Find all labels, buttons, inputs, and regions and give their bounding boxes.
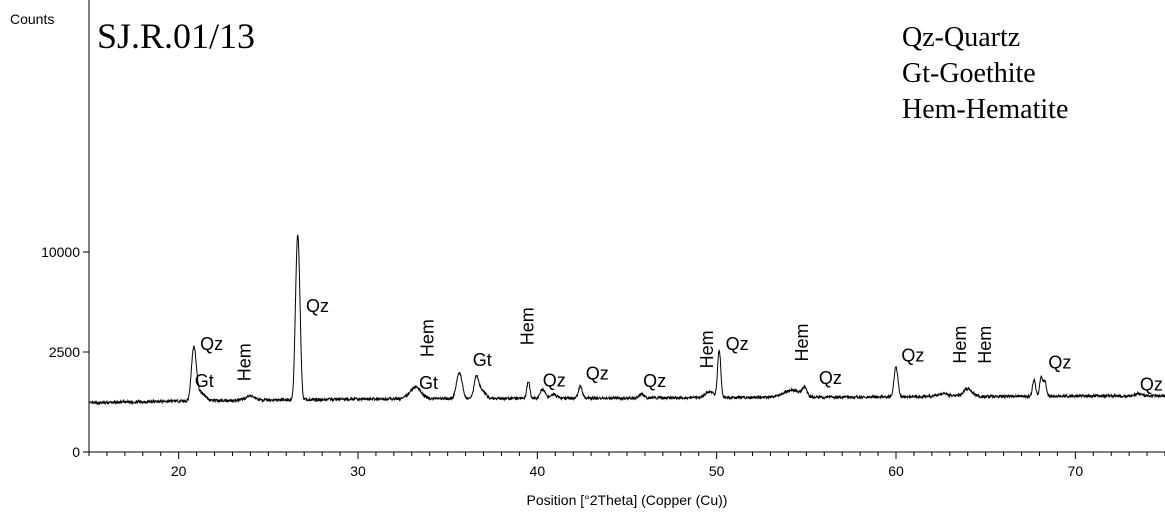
peak-label: Hem [234, 343, 254, 381]
peak-label: Qz [901, 345, 924, 365]
peak-label: Qz [200, 334, 223, 354]
x-tick-label: 20 [171, 463, 187, 479]
peak-label: Hem [518, 307, 538, 345]
peak-label: Gt [419, 373, 438, 393]
peak-label: Hem [792, 323, 812, 361]
peak-label: Qz [726, 334, 749, 354]
y-axis-title: Counts [10, 11, 54, 27]
peak-label: Hem [697, 330, 717, 368]
x-tick-label: 30 [350, 463, 366, 479]
peak-label: Qz [819, 368, 842, 388]
x-tick-label: 50 [709, 463, 725, 479]
y-tick-label: 2500 [49, 344, 80, 360]
legend: Qz-Quartz Gt-Goethite Hem-Hematite [902, 22, 1068, 125]
sample-title: SJ.R.01/13 [97, 16, 255, 56]
x-tick-label: 70 [1068, 463, 1084, 479]
peak-label: Qz [543, 370, 566, 390]
x-tick-label: 40 [530, 463, 546, 479]
peak-label: Gt [473, 350, 492, 370]
x-tick-label: 60 [888, 463, 904, 479]
tick-marks [83, 251, 1165, 459]
y-tick-label: 0 [72, 444, 80, 460]
peak-label: Qz [1140, 374, 1163, 394]
peak-label: Qz [643, 371, 666, 391]
peak-label: Qz [586, 363, 609, 383]
peak-labels: Qz Gt Hem Qz Hem Gt Gt Hem Qz Qz Qz Hem Qz Hem Qz Qz Hem… [195, 296, 1163, 394]
x-axis-title: Position [°2Theta] (Copper (Cu)) [527, 492, 728, 508]
peak-label: Hem [950, 326, 970, 364]
legend-entry-hematite: Hem-Hematite [902, 94, 1068, 125]
peak-label: Hem [417, 319, 437, 357]
peak-label: Hem [975, 326, 995, 364]
peak-label: Gt [195, 371, 214, 391]
y-tick-label: 10000 [41, 244, 80, 260]
peak-label: Qz [1048, 352, 1071, 372]
diffraction-pattern-line [88, 234, 1165, 406]
peak-label: Qz [306, 296, 329, 316]
legend-entry-quartz: Qz-Quartz [902, 22, 1020, 53]
legend-entry-goethite: Gt-Goethite [902, 58, 1036, 89]
